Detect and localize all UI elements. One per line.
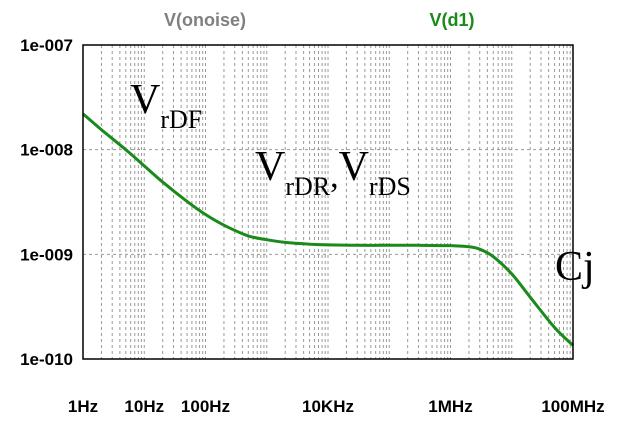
annotation-cj: Cj <box>555 244 595 290</box>
y-tick-label: 1e-008 <box>20 141 73 160</box>
x-tick-label: 10KHz <box>302 397 354 416</box>
y-tick-label: 1e-010 <box>20 350 73 369</box>
x-tick-label: 1MHz <box>428 397 472 416</box>
x-tick-label: 1Hz <box>68 397 98 416</box>
plot-frame <box>82 44 574 360</box>
y-tick-label: 1e-009 <box>20 245 73 264</box>
annotation-vrdf: VrDF <box>130 77 202 134</box>
grid-lines <box>83 45 573 359</box>
y-tick-labels: 1e-007 1e-008 1e-009 1e-010 <box>20 36 73 369</box>
x-tick-label: 100MHz <box>541 397 604 416</box>
x-tick-label: 10Hz <box>124 397 164 416</box>
trace-title-d1[interactable]: V(d1) <box>430 10 475 30</box>
trace-title-onoise[interactable]: V(onoise) <box>164 10 246 30</box>
series-line-d1 <box>82 112 575 347</box>
x-tick-label: 100Hz <box>181 397 230 416</box>
x-tick-labels: 1Hz 10Hz 100Hz 10KHz 1MHz 100MHz <box>68 397 605 416</box>
y-tick-label: 1e-007 <box>20 36 73 55</box>
annotation-vrdr-vrds: VrDR,VrDS <box>255 144 411 201</box>
